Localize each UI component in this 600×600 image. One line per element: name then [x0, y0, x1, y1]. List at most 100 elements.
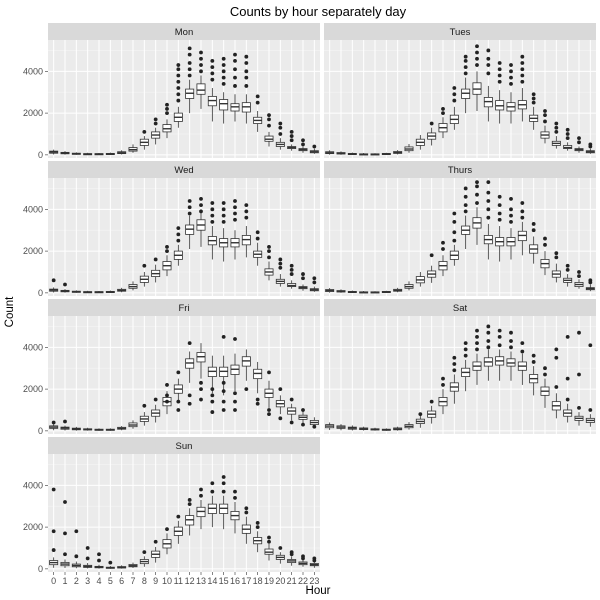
x-tick-label: 15	[219, 576, 229, 586]
boxplot-hour-12	[461, 54, 471, 114]
boxplot-hour-3	[359, 426, 369, 431]
outlier-point	[312, 424, 317, 429]
outlier-point	[221, 63, 226, 67]
outlier-point	[289, 134, 294, 138]
outlier-point	[233, 67, 237, 72]
boxplot-hour-10	[438, 107, 448, 139]
outlier-point	[577, 405, 581, 410]
boxplot-hour-3	[83, 546, 93, 569]
outlier-point	[210, 71, 215, 76]
outlier-point	[577, 330, 581, 335]
outlier-point	[233, 205, 237, 210]
outlier-point	[255, 236, 260, 241]
outlier-point	[267, 123, 271, 128]
outlier-point	[509, 345, 513, 350]
outlier-point	[278, 257, 283, 262]
outlier-point	[531, 353, 536, 358]
outlier-point	[429, 399, 434, 404]
outlier-point	[176, 399, 181, 404]
boxplot-hour-15	[219, 334, 229, 412]
y-tick-label: 4000	[23, 66, 43, 76]
boxplot-hour-13	[196, 343, 206, 402]
outlier-point	[520, 349, 525, 354]
panels-layer: Mon020004000TuesWed020004000ThursFri0200…	[23, 23, 596, 586]
outlier-point	[554, 385, 559, 389]
outlier-point	[452, 92, 457, 97]
panel-tues: Tues	[324, 23, 596, 158]
outlier-point	[463, 203, 468, 208]
outlier-point	[418, 412, 423, 417]
boxplot-hour-9	[427, 121, 437, 146]
outlier-point	[531, 92, 536, 97]
boxplot-hour-6	[117, 287, 127, 293]
boxplot-hour-11	[173, 226, 183, 266]
boxplot-hour-16	[506, 196, 516, 260]
outlier-point	[176, 79, 181, 84]
outlier-point	[554, 347, 559, 352]
outlier-point	[165, 399, 169, 404]
boxplot-hour-6	[393, 150, 403, 155]
outlier-point	[176, 86, 181, 90]
y-tick-label: 2000	[23, 522, 43, 532]
y-tick-label: 0	[38, 288, 43, 298]
boxplot-hour-10	[438, 240, 448, 277]
outlier-point	[153, 397, 158, 402]
panel-thurs: Thurs	[324, 161, 596, 296]
outlier-point	[85, 556, 90, 561]
outlier-point	[165, 102, 169, 107]
outlier-point	[176, 92, 181, 97]
outlier-point	[475, 63, 479, 67]
boxplot-hour-2	[71, 290, 81, 293]
outlier-point	[509, 213, 513, 218]
outlier-point	[267, 535, 271, 540]
y-tick-label: 2000	[23, 246, 43, 256]
outlier-point	[301, 422, 305, 427]
outlier-point	[475, 201, 479, 205]
outlier-point	[165, 527, 169, 532]
strip-label-mon: Mon	[175, 27, 193, 38]
outlier-point	[221, 207, 226, 212]
panel-background-mon	[48, 40, 320, 158]
outlier-point	[554, 121, 559, 126]
outlier-point	[233, 75, 237, 80]
boxplot-hour-23	[309, 144, 319, 154]
boxplot-hour-14	[207, 481, 217, 528]
outlier-point	[187, 67, 192, 72]
outlier-point	[255, 100, 260, 105]
boxplot-hour-1	[336, 424, 346, 431]
boxplot-hour-5	[105, 428, 115, 431]
outlier-point	[463, 341, 468, 346]
outlier-point	[221, 389, 226, 394]
outlier-point	[520, 209, 525, 214]
outlier-point	[520, 67, 525, 72]
boxplot-hour-11	[173, 63, 183, 128]
outlier-point	[486, 48, 491, 53]
boxplot-hour-8	[139, 263, 149, 287]
boxplot-hour-20	[551, 251, 561, 283]
boxplot-hour-0	[49, 149, 59, 155]
boxplot-hour-7	[404, 281, 414, 291]
boxplot-hour-16	[230, 52, 240, 122]
outlier-point	[244, 69, 249, 74]
outlier-point	[497, 79, 502, 84]
outlier-point	[210, 399, 215, 404]
boxplot-hour-4	[94, 552, 104, 569]
outlier-point	[199, 203, 203, 208]
x-tick-label: 19	[264, 576, 274, 586]
outlier-point	[301, 272, 305, 276]
outlier-point	[565, 136, 570, 141]
boxplot-hour-18	[253, 521, 263, 553]
boxplot-hour-19	[264, 113, 274, 147]
outlier-point	[199, 493, 203, 498]
boxplot-hour-11	[449, 86, 459, 130]
strip-label-sun: Sun	[176, 441, 193, 452]
boxplot-hour-2	[347, 152, 357, 156]
boxplot-hour-1	[60, 151, 70, 155]
boxplot-hour-8	[139, 403, 149, 426]
outlier-point	[221, 399, 226, 404]
outlier-point	[51, 278, 56, 283]
outlier-point	[233, 211, 237, 216]
outlier-point	[509, 196, 513, 201]
outlier-point	[475, 328, 479, 333]
outlier-point	[565, 267, 570, 272]
